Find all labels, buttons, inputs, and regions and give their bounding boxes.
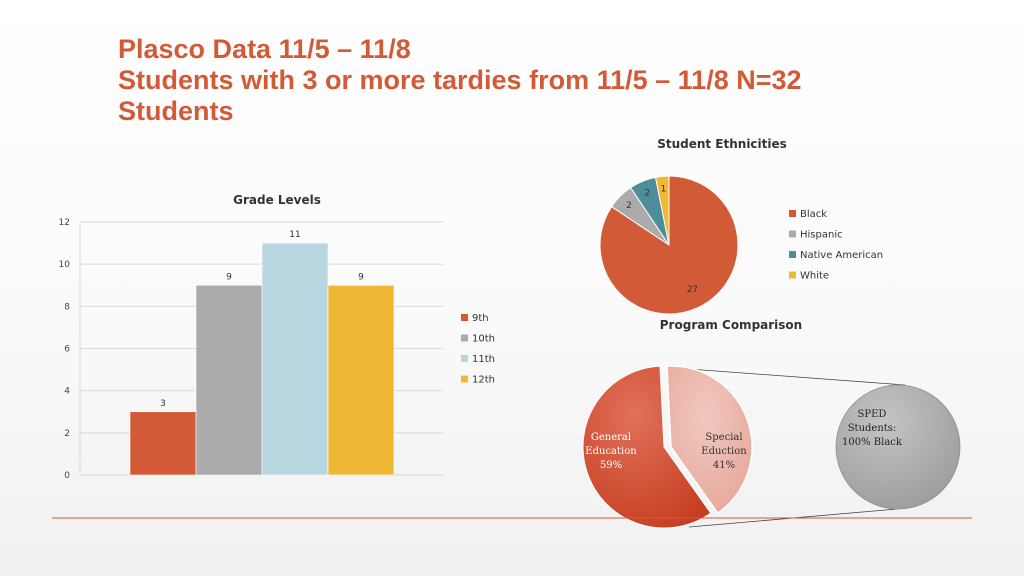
legend-swatch-9th — [461, 314, 468, 321]
bar-11th — [261, 242, 329, 476]
bar-9th — [129, 411, 197, 476]
ethnicity-data-label: 27 — [687, 285, 698, 295]
ethnicity-legend: Black Hispanic Native American White — [789, 209, 883, 282]
legend-swatch-12th — [461, 375, 468, 383]
legend-label-white: White — [800, 271, 829, 282]
program-slice-label: 59% — [600, 460, 622, 471]
chart-title-program-comparison: Program Comparison — [660, 318, 802, 332]
legend-swatch-11th — [461, 355, 468, 362]
bar-data-label: 11 — [289, 230, 300, 240]
program-slice-label: Education — [585, 446, 637, 457]
program-slice-label: Eduction — [701, 446, 747, 457]
ethnicity-data-label: 2 — [626, 201, 632, 211]
grade-levels-bar-chart: Grade Levels 0 2 4 6 8 10 12 3 9 11 9 9th 10th 11th… — [59, 193, 495, 481]
program-slices — [582, 365, 753, 529]
bar-legend: 9th 10th 11th 12th — [461, 313, 495, 386]
legend-label-9th: 9th — [472, 313, 489, 324]
slice-white — [654, 175, 670, 246]
sped-breakout-label: SPED Students: 100% Black — [842, 409, 903, 448]
program-comparison-chart: Program Comparison General Education 59% Sp… — [582, 318, 961, 529]
program-slice-label: 41% — [713, 460, 735, 471]
bar-data-label: 3 — [160, 399, 166, 409]
y-tick-label: 4 — [64, 387, 70, 397]
student-ethnicities-pie-chart: Student Ethnicities 27 2 2 1 Black Hispanic N… — [599, 137, 883, 315]
ethnicity-data-labels: 27 2 2 1 — [626, 185, 698, 295]
chart-title-grade-levels: Grade Levels — [233, 193, 321, 207]
program-slice-labels: General Education 59% Special Eduction 41% — [585, 432, 747, 471]
bar-10th — [195, 284, 263, 476]
ethnicity-slices — [599, 175, 739, 315]
legend-label-12th: 12th — [472, 375, 495, 386]
chart-title-student-ethnicities: Student Ethnicities — [657, 137, 787, 151]
legend-swatch-10th — [461, 334, 468, 342]
y-tick-label: 12 — [59, 218, 70, 228]
bar-data-label: 9 — [358, 272, 364, 282]
bar-y-tick-labels: 0 2 4 6 8 10 12 — [59, 218, 71, 481]
legend-swatch-hispanic — [789, 230, 796, 238]
y-tick-label: 0 — [64, 471, 70, 481]
legend-label-10th: 10th — [472, 334, 495, 345]
legend-swatch-white — [789, 271, 796, 279]
title-line-2: Students with 3 or more tardies from 11/… — [118, 65, 802, 95]
y-tick-label: 2 — [64, 429, 70, 439]
slice-general-education — [582, 365, 712, 529]
sped-breakout-text: Students: — [848, 423, 897, 434]
y-tick-label: 6 — [64, 345, 70, 355]
breakout-connector-top — [688, 368, 906, 386]
ethnicity-data-label: 2 — [644, 189, 650, 199]
slice-special-education — [666, 365, 753, 515]
program-slice-label: General — [591, 432, 631, 443]
legend-swatch-native-american — [789, 251, 796, 258]
slice-black — [599, 175, 739, 315]
sped-breakout-text: 100% Black — [842, 437, 903, 448]
ethnicity-data-label: 1 — [661, 185, 667, 195]
slide-title: Plasco Data 11/5 – 11/8 Students with 3 … — [118, 34, 998, 127]
bar-12th — [327, 284, 395, 476]
bar-data-labels: 3 9 11 9 — [160, 230, 364, 409]
title-line-3: Students — [118, 96, 234, 126]
legend-label-black: Black — [800, 209, 827, 220]
legend-label-11th: 11th — [472, 354, 495, 365]
program-slice-label: Special — [705, 432, 742, 443]
title-line-1: Plasco Data 11/5 – 11/8 — [118, 34, 411, 64]
y-tick-label: 10 — [59, 260, 71, 270]
sped-breakout-circle — [835, 384, 961, 510]
legend-label-hispanic: Hispanic — [800, 230, 843, 241]
legend-label-native-american: Native American — [800, 250, 883, 261]
y-tick-label: 8 — [64, 302, 70, 312]
bar-series — [129, 242, 395, 476]
bar-data-label: 9 — [226, 272, 232, 282]
legend-swatch-black — [789, 210, 796, 217]
sped-breakout-text: SPED — [858, 409, 887, 420]
